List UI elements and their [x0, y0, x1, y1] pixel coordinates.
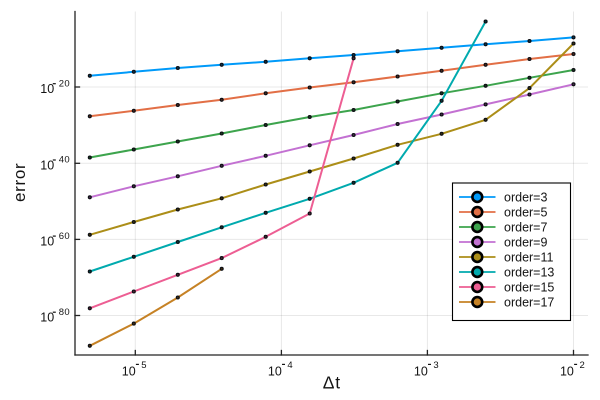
svg-text:20: 20 — [59, 78, 70, 89]
svg-text:order=3: order=3 — [504, 191, 547, 205]
svg-text:2: 2 — [580, 360, 585, 371]
svg-text:10: 10 — [40, 235, 54, 249]
svg-text:order=15: order=15 — [504, 281, 554, 295]
svg-text:order=7: order=7 — [504, 221, 547, 235]
svg-text:10: 10 — [268, 365, 282, 379]
svg-text:10: 10 — [122, 365, 136, 379]
svg-text:10: 10 — [40, 82, 54, 96]
svg-text:order=11: order=11 — [504, 251, 554, 265]
svg-text:10: 10 — [414, 365, 428, 379]
svg-text:10: 10 — [560, 365, 574, 379]
svg-text:order=13: order=13 — [504, 266, 554, 280]
svg-text:60: 60 — [59, 231, 70, 242]
svg-text:5: 5 — [141, 360, 146, 371]
svg-text:10: 10 — [40, 159, 54, 173]
svg-text:Δt: Δt — [323, 373, 341, 393]
svg-text:40: 40 — [59, 155, 70, 166]
svg-text:80: 80 — [59, 307, 70, 318]
svg-text:4: 4 — [287, 360, 292, 371]
svg-text:error: error — [10, 163, 29, 202]
svg-text:order=9: order=9 — [504, 236, 547, 250]
svg-text:3: 3 — [433, 360, 438, 371]
svg-text:10: 10 — [40, 311, 54, 325]
svg-text:order=5: order=5 — [504, 206, 547, 220]
svg-text:order=17: order=17 — [504, 296, 554, 310]
